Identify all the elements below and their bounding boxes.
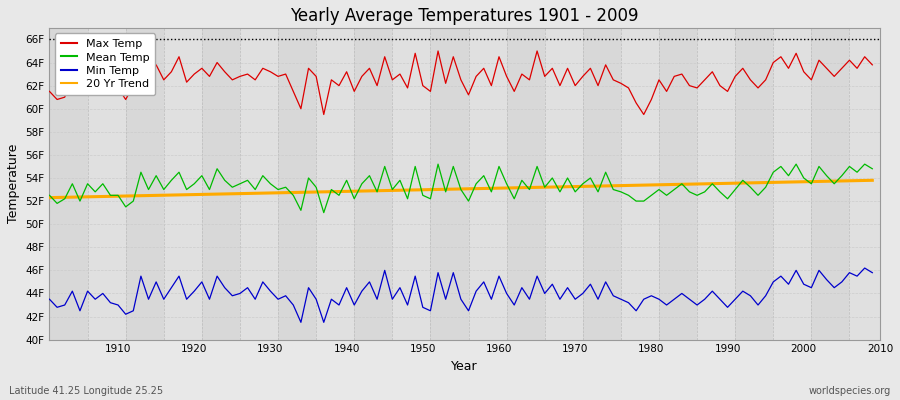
Bar	[583, 28, 621, 340]
Bar	[240, 28, 278, 340]
Bar	[355, 28, 392, 340]
Bar	[507, 28, 544, 340]
Bar	[392, 28, 430, 340]
Bar	[278, 28, 316, 340]
Bar	[698, 28, 735, 340]
Bar	[164, 28, 202, 340]
Bar	[87, 28, 126, 340]
Bar	[430, 28, 469, 340]
Bar	[773, 28, 812, 340]
Bar	[621, 28, 659, 340]
Bar	[50, 28, 87, 340]
Bar	[316, 28, 355, 340]
Text: worldspecies.org: worldspecies.org	[809, 386, 891, 396]
Y-axis label: Temperature: Temperature	[7, 144, 20, 224]
Legend: Max Temp, Mean Temp, Min Temp, 20 Yr Trend: Max Temp, Mean Temp, Min Temp, 20 Yr Tre…	[55, 34, 156, 95]
Bar	[659, 28, 698, 340]
Bar	[850, 28, 880, 340]
Bar	[202, 28, 240, 340]
Text: Latitude 41.25 Longitude 25.25: Latitude 41.25 Longitude 25.25	[9, 386, 163, 396]
X-axis label: Year: Year	[452, 360, 478, 373]
Bar	[812, 28, 850, 340]
Bar	[126, 28, 164, 340]
Bar	[735, 28, 773, 340]
Title: Yearly Average Temperatures 1901 - 2009: Yearly Average Temperatures 1901 - 2009	[291, 7, 639, 25]
Bar	[544, 28, 583, 340]
Bar	[469, 28, 507, 340]
